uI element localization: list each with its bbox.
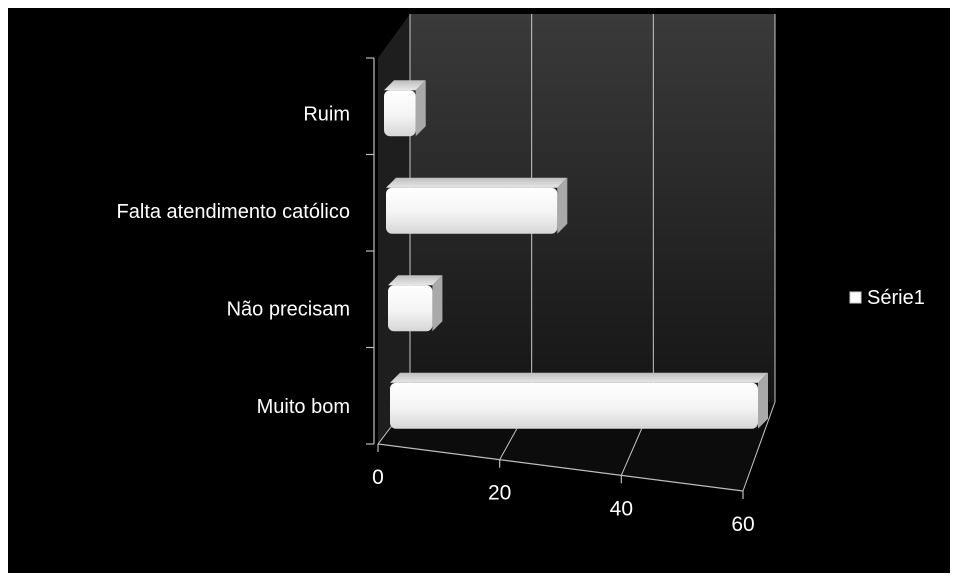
bar-ruim — [384, 80, 426, 136]
bar-front-face — [384, 90, 416, 136]
category-label: Muito bom — [257, 396, 350, 418]
bar-front-face — [390, 383, 758, 429]
x-tick-label: 20 — [488, 482, 511, 505]
x-tick-label: 60 — [731, 513, 754, 536]
legend: Série1 — [850, 287, 925, 309]
category-labels: Muito bom Não precisam Falta atendimento c… — [117, 103, 350, 418]
bar-falta-atendimento-cat-lico — [386, 178, 567, 234]
bar-front-face — [386, 188, 557, 234]
bar-front-face — [388, 285, 432, 331]
bar-top-face — [386, 178, 567, 188]
legend-label: Série1 — [867, 287, 925, 309]
x-tick-label: 0 — [372, 466, 384, 489]
category-label: Falta atendimento católico — [117, 201, 350, 223]
x-tick-label: 40 — [610, 497, 633, 520]
bar-top-face — [390, 373, 768, 383]
category-label: Não precisam — [227, 298, 350, 320]
category-label: Ruim — [303, 103, 350, 125]
bar-n-o-precisam — [388, 275, 442, 331]
legend-swatch — [850, 292, 861, 303]
bar-muito-bom — [390, 373, 768, 429]
